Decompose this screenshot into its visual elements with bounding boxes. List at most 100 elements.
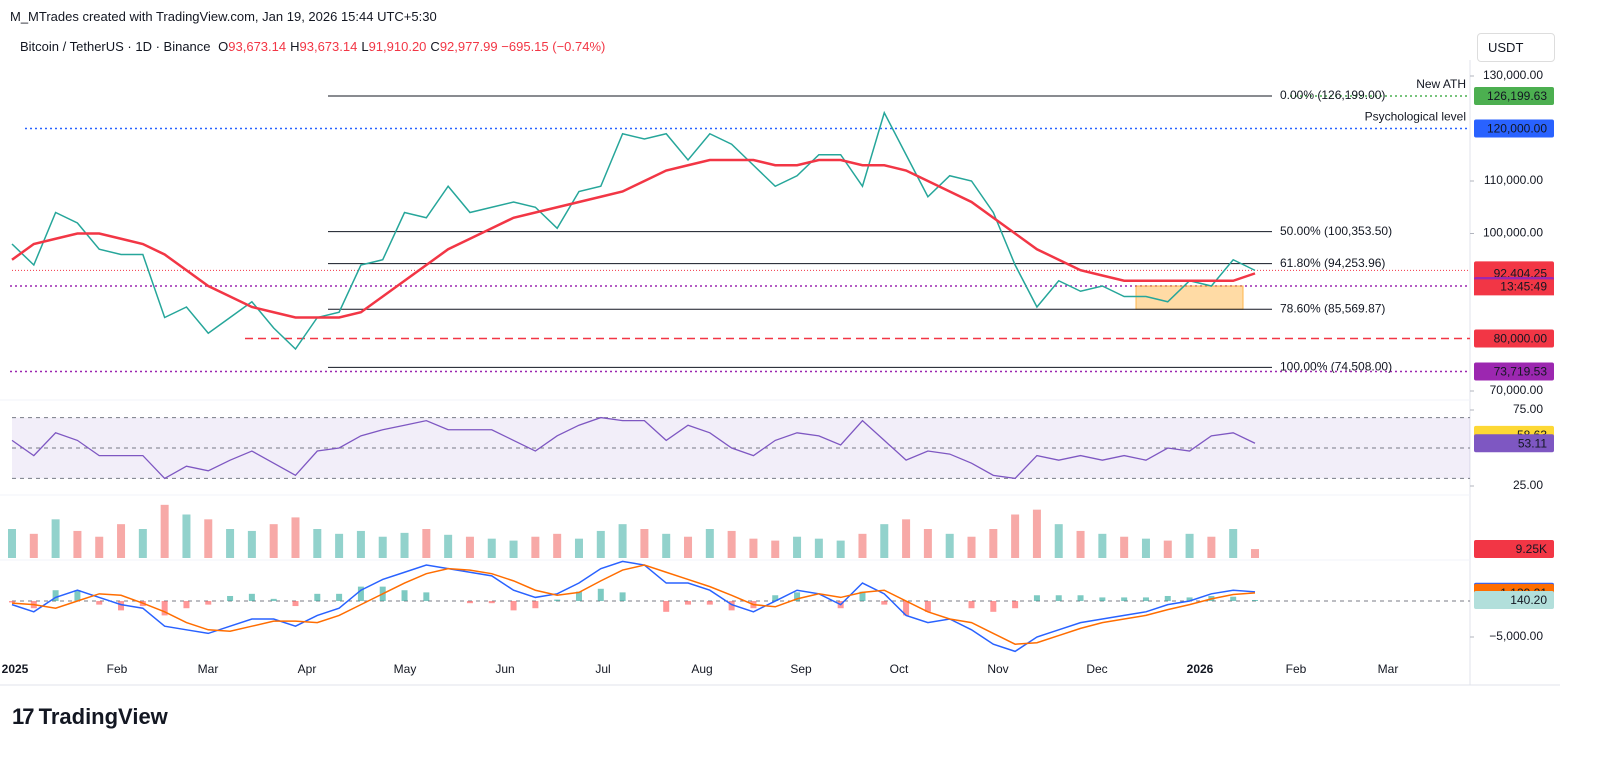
logo: 17 TradingView <box>12 704 168 729</box>
macd-histogram <box>990 601 997 612</box>
volume-bar <box>444 534 453 558</box>
macd-histogram <box>663 601 670 612</box>
volume-bar <box>356 530 365 558</box>
rsi-line <box>11 416 1256 480</box>
currency-button[interactable]: USDT <box>1477 33 1555 62</box>
legend-row: Bitcoin / TetherUS · 1D · Binance O93,67… <box>20 39 605 54</box>
price-badge <box>1474 540 1554 559</box>
x-tick-label: Jul <box>595 662 610 676</box>
macd-histogram <box>903 601 910 616</box>
macd-histogram <box>1142 597 1149 602</box>
volume-bar <box>1185 533 1194 558</box>
macd-histogram <box>118 601 125 611</box>
volume-bar <box>1054 524 1063 558</box>
macd-histogram <box>357 586 364 602</box>
symbol: Bitcoin / TetherUS · 1D · Binance <box>20 39 211 54</box>
macd-histogram <box>924 601 931 612</box>
volume-bar <box>1141 538 1150 558</box>
macd-histogram <box>314 593 321 602</box>
price-badge-label: 73,719.53 <box>1494 365 1548 379</box>
macd-histogram <box>466 601 473 604</box>
macd-histogram <box>772 595 779 602</box>
volume-bar <box>378 536 387 558</box>
macd-histogram <box>532 601 539 609</box>
fib-label: 78.60% (85,569.87) <box>1280 301 1385 315</box>
x-tick-label: May <box>394 662 417 676</box>
volume-bar <box>291 517 300 558</box>
logo-text: TradingView <box>38 704 168 729</box>
price-badge <box>1474 329 1554 348</box>
volume-bar <box>967 536 976 558</box>
annotation: New ATH <box>1416 77 1466 91</box>
macd-histogram <box>1099 597 1106 602</box>
y-tick-label: 110,000.00 <box>1484 173 1543 187</box>
x-tick-label: Dec <box>1086 662 1107 676</box>
price-badge <box>1474 434 1554 453</box>
macd-histogram <box>9 601 15 603</box>
x-tick-label: Mar <box>198 662 219 676</box>
macd-histogram <box>728 601 735 611</box>
volume-bar <box>400 532 409 558</box>
macd-histogram <box>1055 595 1062 602</box>
macd-histogram <box>1230 596 1237 602</box>
x-tick-label: Nov <box>987 662 1008 676</box>
volume-bar <box>814 538 823 558</box>
volume-bar <box>618 524 627 558</box>
fib-label: 50.00% (100,353.50) <box>1280 224 1392 238</box>
macd-histogram <box>1012 601 1019 609</box>
macd-histogram <box>270 598 277 602</box>
macd-histogram <box>1121 597 1128 602</box>
price-badge <box>1474 119 1554 138</box>
change: −695.15 (−0.74%) <box>501 39 606 54</box>
macd-histogram <box>74 590 81 602</box>
macd-histogram <box>292 601 299 607</box>
volume-bar <box>138 529 147 558</box>
volume-bar <box>640 529 649 558</box>
volume-bar <box>858 533 867 558</box>
volume-bar <box>727 530 736 558</box>
y-tick-label: 130,000.00 <box>1483 68 1543 82</box>
macd-histogram <box>597 588 604 602</box>
volume-bar <box>204 519 213 558</box>
ohlc-key: O <box>218 39 229 54</box>
macd-histogram <box>52 590 59 602</box>
volume-bar <box>8 529 16 558</box>
volume-bar <box>313 529 322 558</box>
volume-bar <box>553 533 562 558</box>
volume-bar <box>422 529 431 558</box>
price-line <box>11 110 1256 351</box>
volume-bar <box>596 530 605 558</box>
volume-bar <box>1120 536 1129 558</box>
macd-histogram <box>619 592 626 602</box>
price-badge-label: 126,199.63 <box>1487 89 1547 103</box>
x-tick-label: Oct <box>890 662 909 676</box>
volume-bar <box>902 519 911 558</box>
volume-bar <box>945 533 954 558</box>
volume-bar <box>73 530 82 558</box>
macd-histogram <box>510 601 517 611</box>
macd-histogram <box>1186 597 1193 602</box>
x-tick-label: Feb <box>1286 662 1307 676</box>
volume-bar <box>1207 536 1216 558</box>
macd-histogram <box>183 601 190 609</box>
macd-histogram <box>1033 595 1040 602</box>
volume-bar <box>117 524 126 558</box>
x-tick-label: Apr <box>298 662 317 676</box>
volume-bar <box>1076 530 1085 558</box>
volume-bar <box>29 533 38 558</box>
volume-bar <box>836 540 845 558</box>
macd-histogram <box>401 590 408 602</box>
volume-bar <box>880 524 889 558</box>
volume-bar <box>1098 533 1107 558</box>
volume-bar <box>160 504 169 558</box>
volume-bar <box>182 514 191 558</box>
volume-bar <box>335 533 344 558</box>
volume-bar <box>1251 549 1259 558</box>
macd-histogram <box>336 593 343 602</box>
volume-bar <box>1032 509 1041 558</box>
y-tick-label: 25.00 <box>1513 478 1543 492</box>
macd-histogram <box>1164 595 1171 602</box>
price-badge-label: 140.20 <box>1510 593 1547 607</box>
price-badge-label: 53.11 <box>1518 436 1547 450</box>
volume-bar <box>705 529 714 558</box>
